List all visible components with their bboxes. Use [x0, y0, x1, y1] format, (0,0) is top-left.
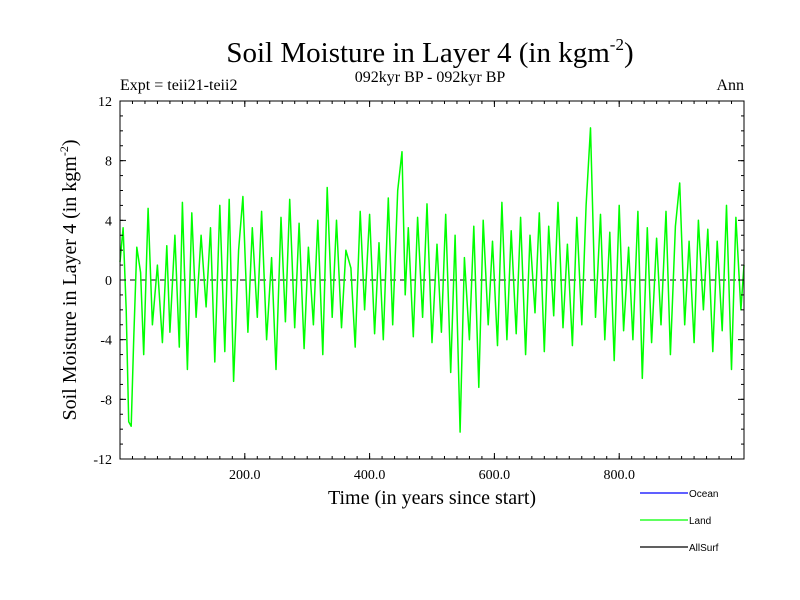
y-axis-label: Soil Moisture in Layer 4 (in kgm-2): [57, 139, 81, 420]
x-tick-label: 600.0: [479, 468, 511, 483]
y-axis-label-superscript: -2: [57, 146, 71, 156]
y-tick-label: 8: [105, 155, 112, 170]
legend-label-allsurf: AllSurf: [689, 543, 719, 554]
y-tick-label: 4: [105, 214, 112, 229]
season-label: Ann: [716, 77, 744, 94]
y-tick-label: -8: [100, 393, 112, 408]
chart-subtitle: 092kyr BP - 092kyr BP: [355, 69, 506, 86]
chart-title-superscript: -2: [610, 35, 624, 54]
legend-label-land: Land: [689, 516, 711, 527]
x-tick-label: 400.0: [354, 468, 386, 483]
chart-title: Soil Moisture in Layer 4 (in kgm-2): [226, 35, 633, 69]
x-axis-label: Time (in years since start): [328, 487, 536, 509]
y-tick-label: -12: [93, 453, 112, 468]
experiment-label: Expt = teii21-teii2: [120, 77, 237, 94]
x-tick-label: 800.0: [603, 468, 635, 483]
x-tick-label: 200.0: [229, 468, 261, 483]
series-line-land: [119, 127, 745, 433]
y-tick-label: 0: [105, 274, 112, 289]
y-tick-label: 12: [98, 95, 112, 110]
legend: Ocean Land AllSurf: [640, 489, 719, 554]
plot-frame: [119, 100, 745, 460]
y-tick-label: -4: [100, 334, 112, 349]
legend-label-ocean: Ocean: [689, 489, 718, 500]
